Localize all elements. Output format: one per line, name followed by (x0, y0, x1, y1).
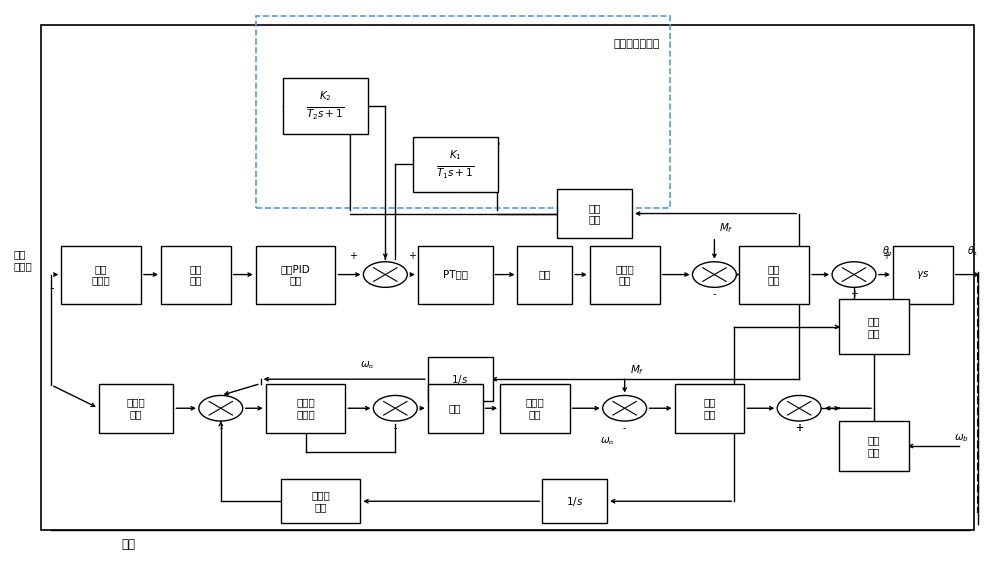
Text: +: + (795, 423, 803, 433)
Text: 数据
处理: 数据 处理 (190, 264, 202, 286)
Text: $\omega_{\rm 内}$: $\omega_{\rm 内}$ (360, 360, 375, 371)
Text: 分段滑
模控制: 分段滑 模控制 (296, 398, 315, 419)
Text: 坐标
变换: 坐标 变换 (868, 316, 880, 338)
Text: -: - (394, 423, 397, 433)
FancyBboxPatch shape (61, 245, 141, 304)
FancyBboxPatch shape (99, 384, 173, 433)
Text: 外框架
电机: 外框架 电机 (526, 398, 544, 419)
Text: 外框架
码盘: 外框架 码盘 (311, 491, 330, 512)
Circle shape (692, 262, 736, 287)
FancyBboxPatch shape (675, 384, 744, 433)
FancyBboxPatch shape (542, 479, 607, 523)
Text: $\omega_{\rm 外}$: $\omega_{\rm 外}$ (600, 436, 614, 447)
Text: $\theta_{\rm 内}$: $\theta_{\rm 内}$ (882, 245, 894, 258)
Text: $\theta_{\rm 内}$: $\theta_{\rm 内}$ (967, 245, 978, 258)
Circle shape (363, 262, 407, 287)
Text: -: - (219, 423, 223, 433)
Circle shape (603, 395, 647, 421)
FancyBboxPatch shape (557, 189, 632, 238)
FancyBboxPatch shape (590, 245, 660, 304)
Text: +: + (850, 289, 858, 300)
Text: $1/s$: $1/s$ (566, 495, 583, 507)
Text: 坐标
变换: 坐标 变换 (868, 435, 880, 457)
Text: 目标
瞄准线: 目标 瞄准线 (13, 249, 32, 271)
Circle shape (199, 395, 243, 421)
FancyBboxPatch shape (517, 245, 572, 304)
Text: PT控制: PT控制 (443, 270, 468, 280)
Text: $\gamma s$: $\gamma s$ (916, 269, 929, 280)
Text: 框架
负载: 框架 负载 (703, 398, 716, 419)
Text: -: - (49, 282, 54, 295)
Text: 框架
负载: 框架 负载 (768, 264, 780, 286)
FancyBboxPatch shape (161, 245, 231, 304)
FancyBboxPatch shape (839, 299, 909, 354)
Circle shape (832, 262, 876, 287)
Circle shape (777, 395, 821, 421)
Text: $M_f$: $M_f$ (719, 221, 734, 235)
FancyBboxPatch shape (839, 421, 909, 471)
Text: $1/s$: $1/s$ (451, 373, 469, 385)
Text: 图像
跟踪器: 图像 跟踪器 (92, 264, 110, 286)
FancyBboxPatch shape (413, 137, 498, 192)
Text: 光轴: 光轴 (121, 538, 135, 551)
FancyBboxPatch shape (283, 78, 368, 134)
Text: 内框架
电机: 内框架 电机 (615, 264, 634, 286)
Text: +: + (795, 423, 803, 433)
Text: +: + (349, 251, 357, 261)
FancyBboxPatch shape (500, 384, 570, 433)
Text: $M_f$: $M_f$ (630, 363, 644, 377)
Text: 功放: 功放 (449, 403, 461, 413)
Text: $K_1$
$\overline{T_1s+1}$: $K_1$ $\overline{T_1s+1}$ (436, 148, 474, 180)
FancyBboxPatch shape (266, 384, 345, 433)
Circle shape (373, 395, 417, 421)
FancyBboxPatch shape (256, 245, 335, 304)
FancyBboxPatch shape (428, 357, 493, 401)
Text: +: + (408, 251, 416, 261)
Text: +: + (882, 251, 890, 261)
FancyBboxPatch shape (739, 245, 809, 304)
FancyBboxPatch shape (893, 245, 953, 304)
Text: $\omega_b$: $\omega_b$ (954, 432, 969, 444)
Text: 测速
陀螺: 测速 陀螺 (588, 203, 601, 224)
Text: 加速度滞后补偿: 加速度滞后补偿 (613, 39, 660, 49)
Text: -: - (713, 289, 716, 300)
Text: 分段PID
控制: 分段PID 控制 (281, 264, 310, 286)
Text: 内框架
码盘: 内框架 码盘 (127, 398, 145, 419)
FancyBboxPatch shape (428, 384, 483, 433)
FancyBboxPatch shape (418, 245, 493, 304)
Text: $K_2$
$\overline{T_2s+1}$: $K_2$ $\overline{T_2s+1}$ (306, 89, 344, 123)
Text: 功放: 功放 (539, 270, 551, 280)
Text: -: - (623, 423, 626, 433)
FancyBboxPatch shape (281, 479, 360, 523)
